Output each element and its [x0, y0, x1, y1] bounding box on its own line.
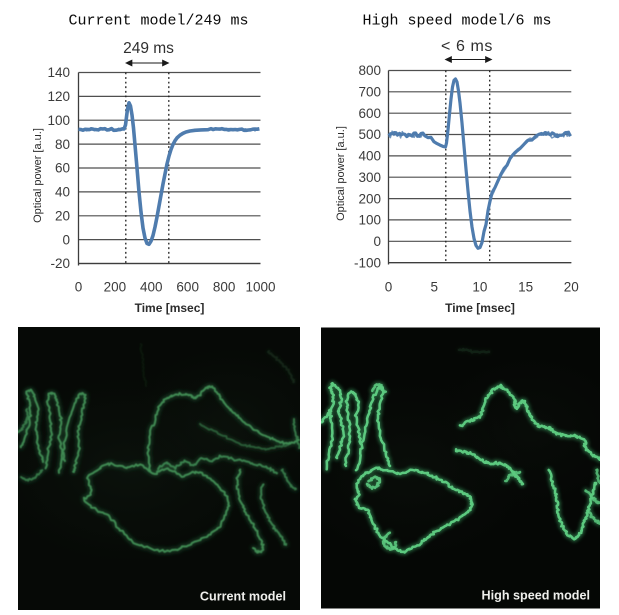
svg-text:1000: 1000 [245, 280, 275, 295]
svg-text:Optical power [a.u.]: Optical power [a.u.] [335, 126, 347, 221]
svg-text:100: 100 [47, 113, 70, 128]
svg-text:20: 20 [55, 208, 70, 223]
svg-text:0: 0 [373, 234, 381, 249]
svg-text:400: 400 [140, 280, 163, 295]
svg-text:600: 600 [358, 106, 381, 121]
svg-text:High speed model/6 ms: High speed model/6 ms [362, 13, 551, 30]
svg-text:-20: -20 [50, 256, 70, 271]
svg-text:200: 200 [104, 280, 127, 295]
svg-text:600: 600 [176, 280, 199, 295]
svg-text:High speed model: High speed model [482, 589, 590, 603]
svg-text:Optical power [a.u.]: Optical power [a.u.] [32, 128, 44, 223]
svg-text:-100: -100 [354, 255, 381, 270]
svg-text:140: 140 [47, 65, 70, 80]
svg-text:Current model: Current model [200, 590, 286, 604]
svg-text:15: 15 [518, 280, 533, 295]
svg-text:60: 60 [55, 161, 70, 176]
svg-text:0: 0 [62, 232, 70, 247]
svg-text:0: 0 [385, 280, 393, 295]
svg-text:5: 5 [430, 280, 438, 295]
svg-text:500: 500 [358, 127, 381, 142]
svg-text:400: 400 [358, 149, 381, 164]
svg-text:20: 20 [564, 280, 579, 295]
svg-text:Current model/249 ms: Current model/249 ms [68, 13, 248, 30]
svg-text:Time [msec]: Time [msec] [445, 301, 515, 315]
svg-text:120: 120 [47, 89, 70, 104]
svg-text:800: 800 [358, 63, 381, 78]
svg-text:80: 80 [55, 137, 70, 152]
svg-text:249 ms: 249 ms [123, 40, 174, 57]
svg-text:10: 10 [472, 280, 487, 295]
svg-text:Time [msec]: Time [msec] [135, 301, 205, 315]
svg-text:40: 40 [55, 185, 70, 200]
svg-text:100: 100 [358, 213, 381, 228]
svg-text:0: 0 [75, 280, 83, 295]
svg-text:200: 200 [358, 191, 381, 206]
svg-text:800: 800 [213, 280, 236, 295]
svg-text:< 6 ms: < 6 ms [441, 38, 493, 55]
svg-text:300: 300 [358, 170, 381, 185]
svg-text:700: 700 [358, 85, 381, 100]
